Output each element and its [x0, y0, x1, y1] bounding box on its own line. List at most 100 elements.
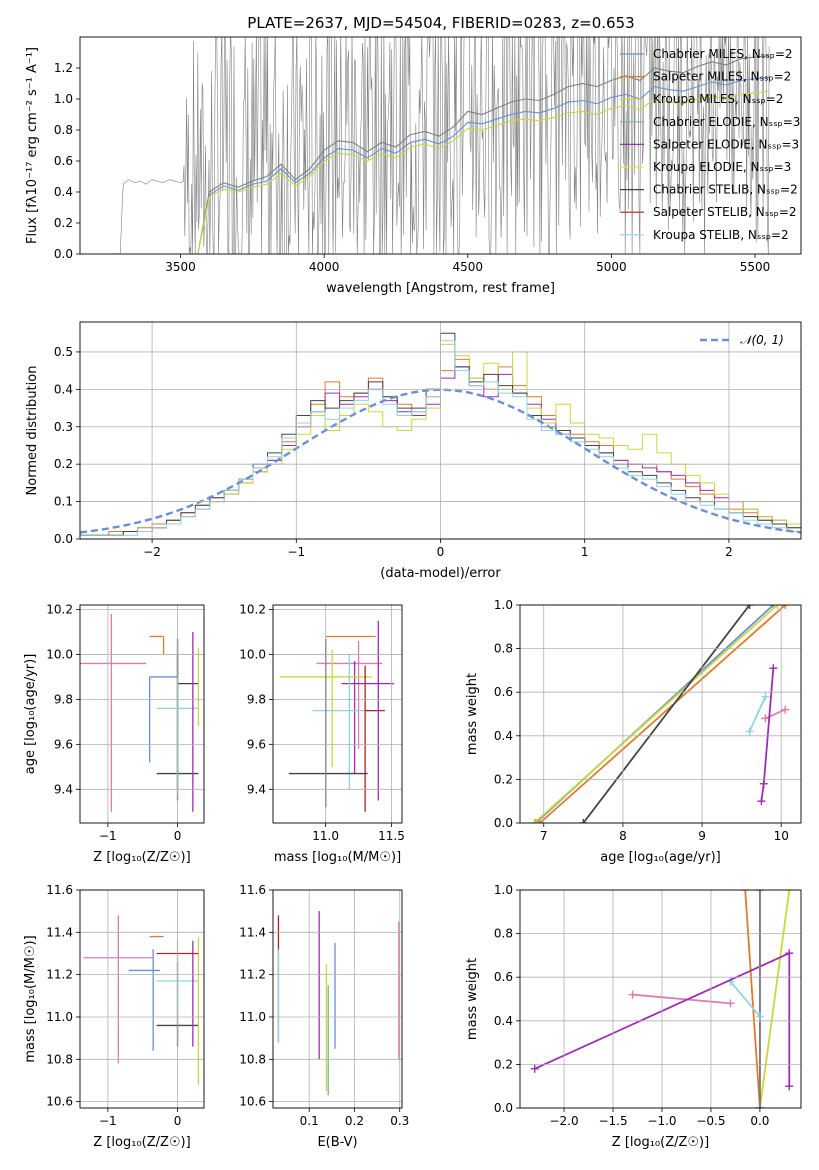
y-tick-label: 10.6 [239, 1095, 266, 1109]
y-axis-label: mass weight [465, 958, 480, 1040]
y-tick-label: 0.0 [494, 816, 513, 830]
y-tick-label: 0.8 [494, 642, 513, 656]
y-tick-label: 9.4 [54, 782, 73, 796]
panels-container: 3500 4000 4500 5000 5500 0.0 0.2 0.4 0.6 0.8 1.0 1.… [23, 36, 802, 1150]
y-tick-label: 11.0 [46, 1010, 73, 1024]
y-tick-label: 1.0 [54, 92, 73, 106]
model-spectrum-line [197, 76, 770, 254]
x-axis-label: E(B-V) [317, 1135, 357, 1150]
y-axis-label: Flux [fλ10⁻¹⁷ erg cm⁻² s⁻¹ A⁻¹] [25, 47, 40, 244]
y-tick-label: 0.4 [494, 1014, 513, 1028]
y-tick-label: 0.3 [54, 420, 73, 434]
axes-frame [272, 604, 403, 824]
x-tick-label: 10 [774, 829, 789, 843]
x-tick-label: −1 [287, 545, 305, 559]
y-tick-label: 9.8 [247, 692, 266, 706]
axes-frame [272, 889, 403, 1109]
x-tick-label: −1.0 [647, 1114, 676, 1128]
panel-residuals: −2 −1 0 1 2 0.0 0.1 0.2 0.3 0.4 0.5 (data-model)/er… [25, 321, 802, 581]
y-tick-label: 10.0 [239, 647, 266, 661]
panel-z-weight: −2.0 −1.5 −1.0 −0.5 0.0 0.0 0.2 0.4 0.6 0.8 1.0 Z [… [465, 883, 802, 1150]
x-tick-label: 5500 [740, 260, 771, 274]
y-tick-label: 0.1 [54, 495, 73, 509]
x-tick-label: 4500 [453, 260, 484, 274]
x-tick-label: 0.3 [390, 1114, 409, 1128]
y-tick-label: 0.4 [54, 185, 73, 199]
x-tick-label: 1 [581, 545, 589, 559]
y-tick-label: 0.6 [54, 154, 73, 168]
plot-area-z-weight [530, 890, 794, 1108]
x-axis-label: Z [log₁₀(Z/Z☉)] [93, 1135, 190, 1150]
x-tick-label: −0.5 [696, 1114, 725, 1128]
x-axis-label: mass [log₁₀(M/M☉)] [274, 850, 401, 865]
axes-frame [79, 36, 802, 255]
legend-label: Kroupa STELIB, Nₛₛₚ=2 [653, 228, 789, 242]
y-tick-label: 10.8 [46, 1052, 73, 1066]
y-tick-label: 0.0 [494, 1101, 513, 1115]
y-tick-label: 0.0 [54, 532, 73, 546]
y-tick-label: 11.2 [239, 968, 266, 982]
y-tick-label: 9.4 [247, 782, 266, 796]
y-tick-label: 0.8 [494, 927, 513, 941]
x-tick-label: −1 [99, 829, 117, 843]
panel-spectrum: 3500 4000 4500 5000 5500 0.0 0.2 0.4 0.6 0.8 1.0 1.… [25, 36, 802, 296]
y-tick-label: 11.2 [46, 968, 73, 982]
weight-line [539, 605, 786, 823]
x-tick-label: 0.0 [750, 1114, 769, 1128]
y-tick-label: 0.6 [494, 685, 513, 699]
x-axis-label: Z [log₁₀(Z/Z☉)] [612, 1135, 709, 1150]
figure-title: PLATE=2637, MJD=54504, FIBERID=0283, z=0… [247, 14, 634, 32]
legend-label: Salpeter ELODIE, Nₛₛₚ=3 [653, 137, 799, 151]
plot-area-ebv-mass [277, 911, 400, 1096]
panel-ebv-mass: 0.1 0.2 0.3 10.6 10.8 11.0 11.2 11.4 11.6 E(B-V) [239, 883, 409, 1150]
plot-area-z-age [80, 613, 200, 812]
legend-label: Kroupa MILES, Nₛₛₚ=2 [653, 92, 783, 106]
model-spectrum-line [197, 55, 770, 254]
x-tick-label: 7 [540, 829, 548, 843]
legend-label: Salpeter MILES, Nₛₛₚ=2 [653, 70, 791, 84]
weight-line [744, 890, 761, 1108]
legend-label: Chabrier ELODIE, Nₛₛₚ=3 [653, 115, 800, 129]
x-axis-label: wavelength [Angstrom, rest frame] [326, 281, 555, 296]
x-tick-label: 4000 [309, 260, 340, 274]
plot-area-spectrum [111, 37, 770, 254]
y-tick-label: 11.6 [46, 883, 73, 897]
y-tick-label: 0.6 [494, 970, 513, 984]
y-tick-label: 0.8 [54, 123, 73, 137]
y-tick-label: 11.4 [46, 925, 73, 939]
x-tick-label: 0.2 [345, 1114, 364, 1128]
y-tick-label: 0.2 [54, 216, 73, 230]
y-axis-label: mass weight [465, 673, 480, 755]
y-tick-label: 11.0 [239, 1010, 266, 1024]
y-axis-label: age [log₁₀(age/yr)] [23, 654, 38, 775]
x-axis-label: age [log₁₀(age/yr)] [600, 850, 721, 865]
y-tick-label: 10.2 [46, 602, 73, 616]
x-tick-label: 5000 [596, 260, 627, 274]
y-tick-label: 0.4 [494, 729, 513, 743]
x-tick-label: 0 [174, 1114, 182, 1128]
legend-label: Chabrier STELIB, Nₛₛₚ=2 [653, 183, 798, 197]
x-tick-label: −2 [143, 545, 161, 559]
plot-area-mass-age [279, 620, 395, 812]
axes-frame [519, 604, 802, 824]
panel-z-mass: −1 0 10.6 10.8 11.0 11.2 11.4 11.6 Z [log₁₀(Z/Z☉… [23, 883, 205, 1150]
y-tick-label: 10.0 [46, 647, 73, 661]
axes-frame [79, 889, 205, 1109]
y-tick-label: 1.2 [54, 61, 73, 75]
y-tick-label: 0.0 [54, 247, 73, 261]
x-tick-label: 11.0 [312, 829, 339, 843]
y-tick-label: 11.4 [239, 925, 266, 939]
y-tick-label: 0.5 [54, 345, 73, 359]
x-tick-label: 11.5 [378, 829, 405, 843]
weight-line [533, 605, 778, 823]
y-tick-label: 1.0 [494, 883, 513, 897]
y-axis-label: mass [log₁₀(M/M☉)] [23, 935, 38, 1062]
y-axis-label: Normed distribution [25, 366, 40, 496]
y-tick-label: 0.2 [494, 772, 513, 786]
y-tick-label: 9.6 [54, 737, 73, 751]
x-tick-label: 0 [437, 545, 445, 559]
observed-spectrum-line [111, 37, 770, 254]
y-tick-label: 10.2 [239, 602, 266, 616]
x-tick-label: 8 [619, 829, 627, 843]
